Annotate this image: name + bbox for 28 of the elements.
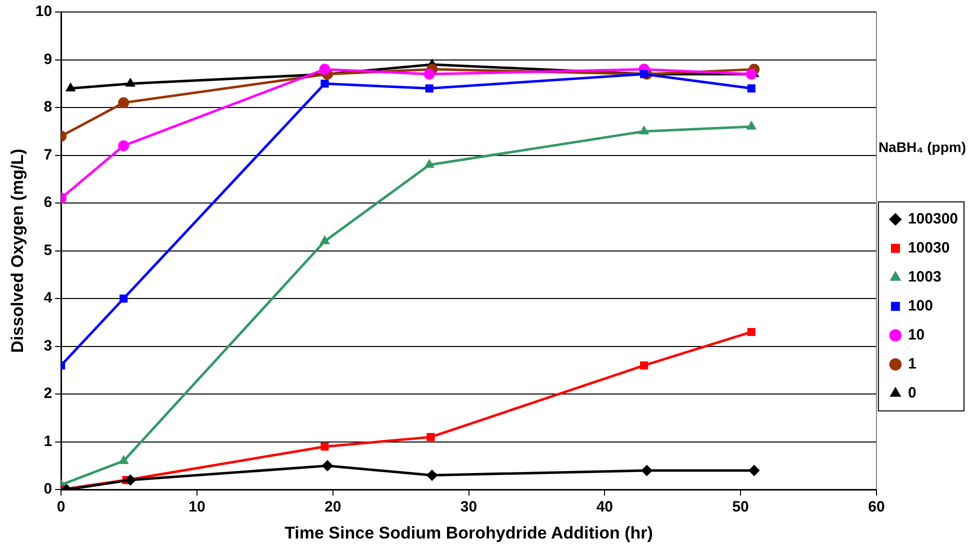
x-tick-label: 60	[868, 498, 885, 516]
y-tick-label: 2	[44, 385, 52, 402]
y-tick-label: 3	[44, 337, 52, 354]
x-tick-label: 50	[732, 498, 749, 516]
y-tick-label: 10	[35, 3, 52, 20]
legend-label: 100	[908, 298, 933, 315]
y-tick-label: 0	[44, 480, 52, 498]
x-tick-label: 30	[460, 498, 478, 516]
x-tick-label: 20	[324, 498, 342, 516]
y-tick-label: 4	[44, 290, 53, 307]
y-tick-label: 6	[44, 194, 52, 212]
y-tick-label: 9	[44, 50, 52, 68]
x-tick-label: 10	[188, 498, 206, 516]
y-tick-label: 1	[44, 432, 52, 450]
legend-label: 100300	[908, 210, 958, 228]
legend-label: 10	[908, 326, 925, 344]
y-tick-label: 5	[44, 242, 52, 259]
x-tick-label: 40	[596, 498, 614, 516]
legend-label: 1003	[908, 268, 942, 286]
y-tick-label: 7	[44, 146, 52, 164]
y-axis-title: Dissolved Oxygen (mg/L)	[8, 148, 27, 353]
y-tick-label: 8	[44, 98, 52, 116]
legend-label: 1	[908, 356, 916, 373]
legend-label: 10030	[908, 240, 950, 257]
legend-title: NaBH₄ (ppm)	[878, 138, 966, 155]
legend-label: 0	[908, 384, 916, 402]
x-tick-label: 0	[56, 498, 66, 516]
x-axis-title: Time Since Sodium Borohydride Addition (hr)	[284, 523, 653, 542]
